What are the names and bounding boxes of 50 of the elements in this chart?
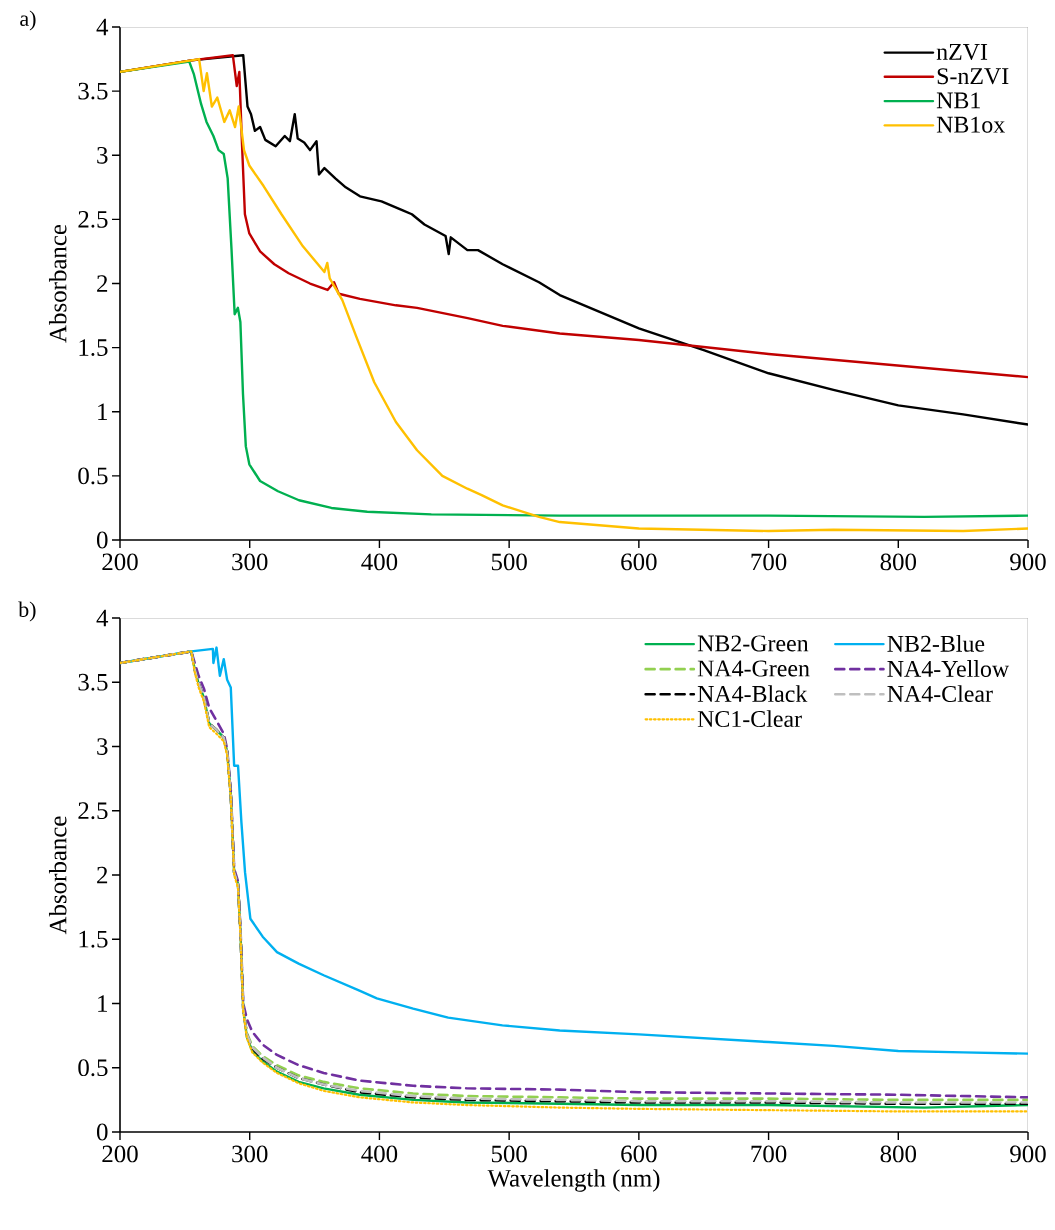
y-tick-label: 3.5 [78, 673, 108, 691]
y-tick-label: 0.5 [78, 467, 108, 485]
x-tick-label: 800 [880, 553, 917, 571]
legend-label: NB2-Blue [887, 635, 985, 652]
y-tick-label: 1.5 [79, 339, 108, 357]
x-tick-label: 300 [232, 553, 268, 571]
x-tick-label: 500 [491, 553, 527, 571]
x-tick-label: 900 [1010, 1145, 1046, 1163]
x-tick-label: 600 [621, 553, 657, 571]
x-tick-label: 400 [361, 553, 398, 571]
y-tick-label: 4 [96, 18, 109, 36]
legend-label: NA4-Green [697, 660, 810, 677]
x-tick-label: 500 [491, 1145, 527, 1163]
y-tick-label: 0 [96, 531, 108, 549]
y-tick-label: 1.5 [79, 930, 108, 948]
y-axis-title: Absorbance [48, 224, 67, 343]
chart-title: b) [18, 601, 36, 622]
legend-label: NA4-Clear [887, 685, 993, 703]
x-tick-label: 400 [361, 1145, 398, 1163]
y-tick-label: 3 [97, 738, 108, 755]
y-tick-label: 1 [98, 403, 107, 420]
y-tick-label: 3.5 [78, 82, 108, 100]
x-tick-label: 300 [232, 1145, 268, 1163]
y-tick-label: 2 [97, 866, 108, 884]
legend-label: S-nZVI [937, 68, 1009, 85]
x-tick-label: 900 [1010, 553, 1046, 571]
x-tick-label: 200 [102, 553, 138, 571]
x-tick-label: 700 [751, 1145, 787, 1163]
chart-title: a) [20, 10, 36, 31]
x-axis-title: Wavelength (nm) [487, 1169, 660, 1192]
y-tick-label: 2.5 [78, 802, 108, 820]
x-tick-label: 600 [621, 1145, 657, 1163]
legend-label: NB1 [936, 92, 980, 109]
y-tick-label: 2.5 [78, 210, 108, 228]
legend-label: nZVI [936, 44, 988, 61]
x-tick-label: 700 [751, 553, 787, 571]
legend-label: NC1-Clear [697, 710, 802, 728]
legend-label: NB1ox [936, 116, 1005, 133]
y-tick-label: 3 [97, 146, 108, 164]
legend-label: NA4-Black [697, 685, 808, 703]
legend-label: NB2-Green [697, 635, 809, 652]
y-tick-label: 2 [97, 275, 108, 292]
y-tick-label: 4 [96, 609, 109, 627]
y-tick-label: 1 [98, 995, 107, 1012]
y-tick-label: 0 [96, 1123, 108, 1141]
x-tick-label: 800 [880, 1145, 917, 1163]
y-tick-label: 0.5 [78, 1059, 108, 1077]
x-tick-label: 200 [102, 1145, 138, 1163]
legend-label: NA4-Yellow [887, 660, 1010, 677]
y-axis-title: Absorbance [48, 816, 67, 935]
